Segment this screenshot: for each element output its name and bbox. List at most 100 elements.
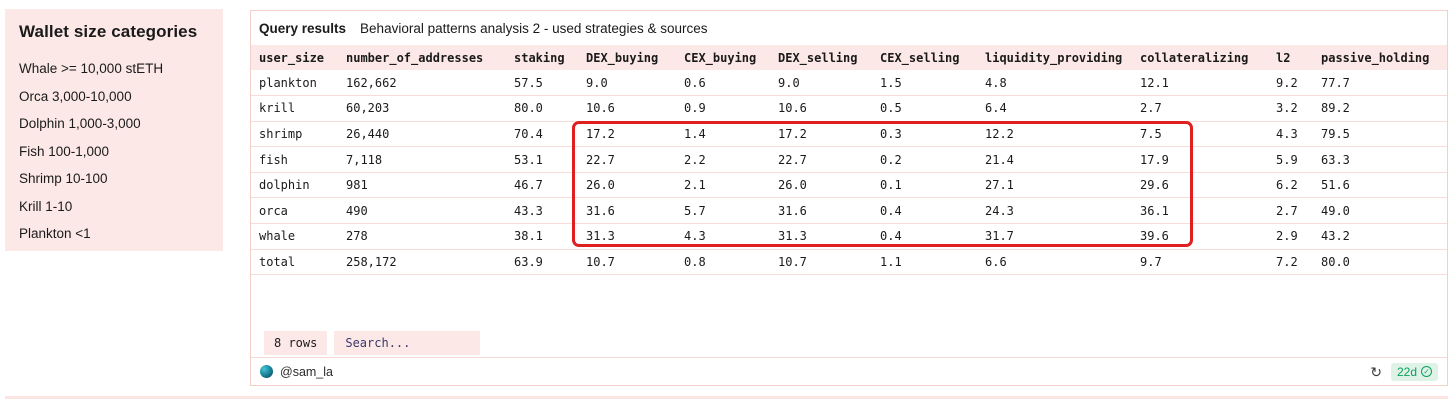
cell-age-badge[interactable]: 22d ✓ bbox=[1390, 362, 1438, 381]
cell: krill bbox=[251, 95, 338, 122]
search-input[interactable] bbox=[334, 331, 481, 355]
legend-title: Wallet size categories bbox=[19, 22, 198, 41]
cell: 21.4 bbox=[977, 146, 1132, 173]
cell: 278 bbox=[338, 223, 506, 250]
column-header-CEX_buying: CEX_buying bbox=[676, 45, 770, 70]
cell: 31.3 bbox=[578, 223, 676, 250]
column-header-user_size: user_size bbox=[251, 45, 338, 70]
cell: 1.4 bbox=[676, 121, 770, 148]
cell: 53.1 bbox=[506, 146, 578, 173]
column-header-liquidity_providing: liquidity_providing bbox=[977, 45, 1132, 70]
cell: 77.7 bbox=[1313, 70, 1447, 97]
card-title: Query results bbox=[259, 20, 347, 36]
cell: 17.2 bbox=[770, 121, 872, 148]
cell: 12.2 bbox=[977, 121, 1132, 148]
column-header-collateralizing: collateralizing bbox=[1132, 45, 1268, 70]
cell: 27.1 bbox=[977, 172, 1132, 199]
cell: 70.4 bbox=[506, 121, 578, 148]
legend-item: Orca 3,000-10,000 bbox=[19, 88, 132, 104]
cell: 10.7 bbox=[578, 249, 676, 276]
cell: 9.0 bbox=[770, 70, 872, 97]
cell: 7,118 bbox=[338, 146, 506, 173]
cell: 29.6 bbox=[1132, 172, 1268, 199]
cell: 31.7 bbox=[977, 223, 1132, 250]
cell: 3.2 bbox=[1268, 95, 1313, 122]
table-row-dolphin: dolphin 981 46.7 26.0 2.1 26.0 0.1 27.1 29.6 6.2 5… bbox=[251, 172, 1447, 199]
table-row-krill: krill 60,203 80.0 10.6 0.9 10.6 0.5 6.4 2.7 3.2 89… bbox=[251, 95, 1447, 122]
cell: 2.1 bbox=[676, 172, 770, 199]
cell: 9.2 bbox=[1268, 70, 1313, 97]
cell: 4.8 bbox=[977, 70, 1132, 97]
cell: 0.6 bbox=[676, 70, 770, 97]
author-handle: @sam_la bbox=[280, 364, 333, 379]
cell: 60,203 bbox=[338, 95, 506, 122]
cell: 10.6 bbox=[578, 95, 676, 122]
cell: 22.7 bbox=[770, 146, 872, 173]
cell: 0.3 bbox=[872, 121, 977, 148]
footer-status: ↻ 22d ✓ bbox=[1370, 362, 1438, 381]
table-row-whale: whale 278 38.1 31.3 4.3 31.3 0.4 31.7 39.6 2.9 43.… bbox=[251, 223, 1447, 250]
cell: 31.3 bbox=[770, 223, 872, 250]
cell: 89.2 bbox=[1313, 95, 1447, 122]
legend-item: Dolphin 1,000-3,000 bbox=[19, 116, 141, 131]
cell: 31.6 bbox=[578, 197, 676, 225]
wallet-size-legend: Wallet size categories Whale >= 10,000 s… bbox=[5, 9, 223, 251]
cell: 43.2 bbox=[1313, 223, 1447, 250]
card-subtitle: Behavioral patterns analysis 2 - used st… bbox=[360, 20, 708, 36]
cell: 258,172 bbox=[338, 249, 506, 276]
cell: 31.6 bbox=[770, 197, 872, 225]
query-results-card: Query results Behavioral patterns analys… bbox=[250, 10, 1448, 386]
cell: 6.6 bbox=[977, 249, 1132, 276]
cell: 0.9 bbox=[676, 95, 770, 122]
cell: 43.3 bbox=[506, 197, 578, 225]
cell: 162,662 bbox=[338, 70, 506, 97]
cell: 17.9 bbox=[1132, 146, 1268, 173]
cell: 0.4 bbox=[872, 197, 977, 225]
table-row-fish: fish 7,118 53.1 22.7 2.2 22.7 0.2 21.4 17.9 5.9 63… bbox=[251, 146, 1447, 173]
cell: 7.5 bbox=[1132, 121, 1268, 148]
cell: 63.3 bbox=[1313, 146, 1447, 173]
cell: 24.3 bbox=[977, 197, 1132, 225]
cell: 38.1 bbox=[506, 223, 578, 250]
avatar bbox=[260, 365, 273, 378]
author-link[interactable]: @sam_la bbox=[260, 365, 333, 379]
cell: 2.9 bbox=[1268, 223, 1313, 250]
cell: 1.1 bbox=[872, 249, 977, 276]
cell: 9.7 bbox=[1132, 249, 1268, 276]
column-header-DEX_selling: DEX_selling bbox=[770, 45, 872, 70]
cell: 4.3 bbox=[676, 223, 770, 250]
cell: 39.6 bbox=[1132, 223, 1268, 250]
column-header-DEX_buying: DEX_buying bbox=[578, 45, 676, 70]
cell: 6.2 bbox=[1268, 172, 1313, 199]
table-row-total: total 258,172 63.9 10.7 0.8 10.7 1.1 6.6 9.7 7.2 8… bbox=[251, 249, 1447, 276]
cell: plankton bbox=[251, 70, 338, 97]
refresh-icon[interactable]: ↻ bbox=[1370, 363, 1382, 380]
cell: 2.2 bbox=[676, 146, 770, 173]
legend-item: Whale >= 10,000 stETH bbox=[19, 61, 164, 76]
cell: 0.8 bbox=[676, 249, 770, 276]
cell: total bbox=[251, 249, 338, 276]
check-circle-icon: ✓ bbox=[1421, 366, 1432, 377]
cell: 80.0 bbox=[1313, 249, 1447, 276]
table-header-row: user_size number_of_addresses staking DEX_b… bbox=[251, 45, 1447, 70]
cell: 5.9 bbox=[1268, 146, 1313, 173]
cell: 26.0 bbox=[578, 172, 676, 199]
cell: 26,440 bbox=[338, 121, 506, 148]
cell: 49.0 bbox=[1313, 197, 1447, 225]
cell: 63.9 bbox=[506, 249, 578, 276]
cell: 10.7 bbox=[770, 249, 872, 276]
cell: fish bbox=[251, 146, 338, 173]
results-table: user_size number_of_addresses staking DEX_b… bbox=[251, 45, 1447, 276]
column-header-staking: staking bbox=[506, 45, 578, 70]
cell: 2.7 bbox=[1132, 95, 1268, 122]
cell: 7.2 bbox=[1268, 249, 1313, 276]
cell: 981 bbox=[338, 172, 506, 199]
cell: 80.0 bbox=[506, 95, 578, 122]
cell: 12.1 bbox=[1132, 70, 1268, 97]
card-footer: @sam_la ↻ 22d ✓ bbox=[251, 357, 1447, 385]
row-count-badge: 8 rows bbox=[264, 331, 328, 355]
cell: 46.7 bbox=[506, 172, 578, 199]
cell: 0.1 bbox=[872, 172, 977, 199]
cell: 51.6 bbox=[1313, 172, 1447, 199]
legend-items: Whale >= 10,000 stETH Orca 3,000-10,000 Do… bbox=[19, 55, 209, 248]
